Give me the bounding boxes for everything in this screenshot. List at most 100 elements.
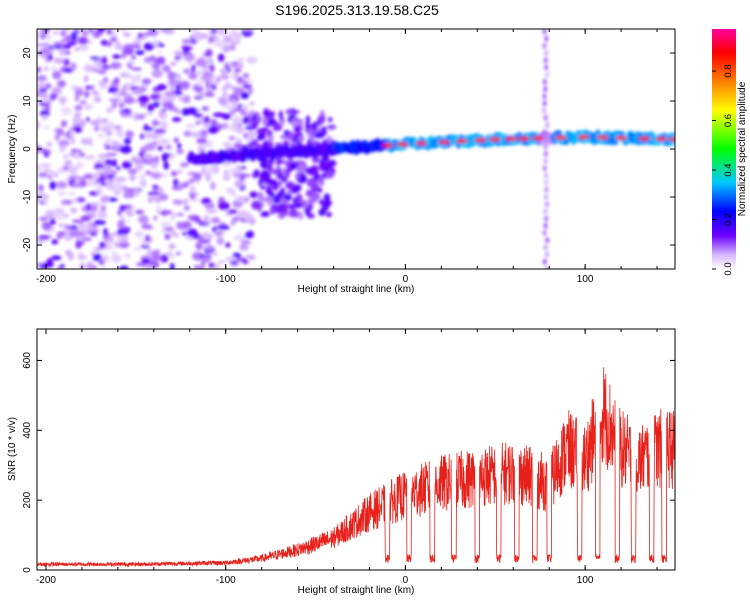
- heatmap-streak-cell: [544, 50, 549, 56]
- heatmap-noise-cell: [68, 192, 76, 196]
- heatmap-noise-cell: [164, 91, 169, 97]
- heatmap-noise-cell: [182, 231, 187, 236]
- heatmap-noise-cell: [62, 165, 70, 171]
- heatmap-noise-cell: [37, 93, 47, 98]
- heatmap-noise-cell: [112, 182, 123, 192]
- heatmap-noise-cell: [118, 92, 124, 97]
- heatmap-noise-cell: [233, 68, 242, 73]
- heatmap-noise-cell: [131, 75, 141, 84]
- heatmap-noise-cell: [129, 174, 136, 181]
- heatmap-transition-cell: [256, 133, 262, 142]
- heatmap-noise-cell: [107, 29, 112, 35]
- heatmap-noise-cell: [191, 64, 196, 73]
- heatmap-noise-cell: [77, 36, 89, 45]
- heatmap-noise-cell: [165, 145, 172, 150]
- heatmap-noise-cell: [146, 247, 153, 257]
- heatmap-noise-cell: [88, 137, 93, 146]
- heatmap-transition-cell: [279, 116, 285, 121]
- heatmap-noise-cell: [143, 264, 155, 269]
- heatmap-noise-cell: [176, 148, 184, 155]
- heatmap-noise-cell: [217, 224, 230, 231]
- heatmap-noise-cell: [238, 244, 249, 251]
- heatmap-streak-cell: [544, 201, 549, 208]
- heatmap-transition-cell: [267, 163, 273, 173]
- heatmap-transition-cell: [318, 199, 325, 205]
- heatmap-noise-cell: [111, 254, 122, 263]
- heatmap-noise-cell: [205, 48, 213, 58]
- heatmap-noise-cell: [39, 263, 49, 269]
- heatmap-noise-cell: [168, 96, 175, 102]
- heatmap-noise-cell: [119, 265, 129, 269]
- heatmap-noise-cell: [104, 244, 113, 251]
- heatmap-transition-cell: [259, 185, 267, 190]
- heatmap-noise-cell: [46, 49, 51, 56]
- heatmap-noise-cell: [239, 62, 244, 66]
- heatmap-noise-cell: [114, 41, 122, 51]
- heatmap-noise-cell: [207, 126, 219, 134]
- heatmap-noise-cell: [168, 243, 176, 250]
- heatmap-noise-cell: [143, 153, 154, 159]
- heatmap-noise-cell: [202, 235, 214, 239]
- heatmap-noise-cell: [118, 29, 127, 32]
- heatmap-band-peak: [668, 137, 675, 142]
- heatmap-noise-cell: [59, 264, 65, 269]
- heatmap-transition-cell: [283, 193, 293, 201]
- heatmap-transition-cell: [299, 171, 305, 179]
- heatmap-noise-cell: [240, 91, 250, 100]
- heatmap-noise-cell: [90, 251, 96, 255]
- heatmap-noise-cell: [56, 127, 64, 137]
- heatmap-noise-cell: [234, 179, 246, 188]
- heatmap-noise-cell: [37, 31, 43, 39]
- heatmap-noise-cell: [93, 96, 102, 103]
- heatmap-transition-cell: [318, 176, 325, 187]
- heatmap-noise-cell: [138, 151, 145, 158]
- heatmap-noise-cell: [159, 254, 169, 263]
- heatmap-streak-cell: [543, 244, 548, 251]
- heatmap-noise-cell: [201, 78, 208, 82]
- heatmap-noise-cell: [245, 240, 251, 245]
- heatmap-noise-cell: [103, 227, 108, 237]
- heatmap-noise-cell: [156, 205, 161, 213]
- heatmap-noise-cell: [170, 212, 176, 220]
- heatmap-noise-cell: [153, 215, 158, 221]
- heatmap-noise-cell: [192, 172, 202, 181]
- heatmap-noise-cell: [153, 101, 160, 108]
- heatmap-transition-cell: [327, 159, 337, 167]
- heatmap-streak-cell: [542, 93, 547, 100]
- heatmap-noise-cell: [120, 71, 130, 76]
- heatmap-transition-cell: [268, 141, 274, 148]
- heatmap-noise-cell: [119, 145, 132, 154]
- heatmap-noise-cell: [93, 246, 103, 252]
- heatmap-noise-cell: [39, 194, 50, 199]
- heatmap-noise-cell: [97, 210, 107, 218]
- heatmap-noise-cell: [161, 152, 168, 162]
- heatmap-noise-cell: [201, 220, 207, 226]
- heatmap-noise-cell: [89, 56, 100, 60]
- heatmap-transition-cell: [298, 211, 304, 220]
- heatmap-noise-cell: [53, 41, 64, 47]
- heatmap-transition-cell: [280, 187, 286, 196]
- heatmap-noise-cell: [154, 155, 159, 164]
- heatmap-noise-cell: [170, 254, 175, 260]
- heatmap-noise-cell: [142, 32, 154, 37]
- heatmap-band-peak: [577, 135, 590, 140]
- heatmap-noise-cell: [42, 42, 51, 51]
- heatmap-noise-cell: [85, 117, 90, 122]
- heatmap-noise-cell: [72, 180, 80, 185]
- heatmap-noise-cell: [43, 65, 49, 72]
- heatmap-noise-cell: [124, 43, 133, 51]
- heatmap-noise-cell: [219, 74, 230, 80]
- heatmap-noise-cell: [67, 41, 77, 46]
- heatmap-noise-cell: [169, 262, 175, 269]
- heatmap-noise-cell: [189, 185, 196, 194]
- heatmap-transition-cell: [326, 211, 332, 218]
- heatmap-noise-cell: [110, 140, 120, 147]
- heatmap-noise-cell: [93, 163, 104, 171]
- heatmap-noise-cell: [64, 29, 70, 33]
- heatmap-noise-cell: [223, 170, 230, 175]
- heatmap-band-peak: [455, 139, 468, 144]
- heatmap-noise-cell: [37, 42, 44, 48]
- heatmap-noise-cell: [126, 82, 136, 86]
- heatmap-noise-cell: [150, 171, 163, 180]
